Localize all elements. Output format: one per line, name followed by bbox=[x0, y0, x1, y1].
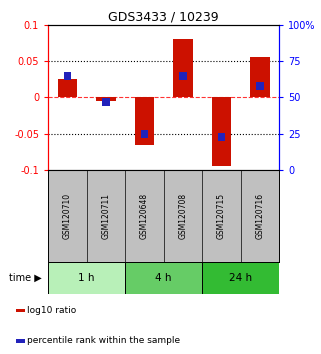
Bar bbox=[135, 97, 154, 144]
Bar bbox=[96, 97, 116, 101]
Bar bbox=[212, 97, 231, 166]
Bar bbox=[48, 262, 125, 294]
Text: time ▶: time ▶ bbox=[9, 273, 42, 283]
Bar bbox=[16, 339, 25, 343]
Title: GDS3433 / 10239: GDS3433 / 10239 bbox=[108, 11, 219, 24]
Text: GSM120708: GSM120708 bbox=[178, 193, 187, 239]
Text: GSM120716: GSM120716 bbox=[256, 193, 265, 239]
Text: percentile rank within the sample: percentile rank within the sample bbox=[27, 336, 180, 345]
Text: 24 h: 24 h bbox=[229, 273, 252, 283]
Bar bbox=[202, 262, 279, 294]
Bar bbox=[141, 130, 148, 138]
Bar bbox=[58, 79, 77, 97]
Bar bbox=[125, 262, 202, 294]
Text: GSM120648: GSM120648 bbox=[140, 193, 149, 239]
Text: GSM120711: GSM120711 bbox=[101, 193, 110, 239]
Text: GSM120710: GSM120710 bbox=[63, 193, 72, 239]
Text: GSM120715: GSM120715 bbox=[217, 193, 226, 239]
Bar bbox=[102, 98, 110, 106]
Text: 1 h: 1 h bbox=[78, 273, 95, 283]
Bar bbox=[218, 132, 225, 141]
Text: 4 h: 4 h bbox=[155, 273, 172, 283]
Bar bbox=[250, 57, 270, 97]
Bar bbox=[64, 72, 71, 80]
Bar bbox=[173, 39, 193, 97]
Bar bbox=[256, 82, 264, 90]
Bar bbox=[179, 72, 187, 80]
Bar bbox=[16, 309, 25, 313]
Text: log10 ratio: log10 ratio bbox=[27, 306, 76, 315]
